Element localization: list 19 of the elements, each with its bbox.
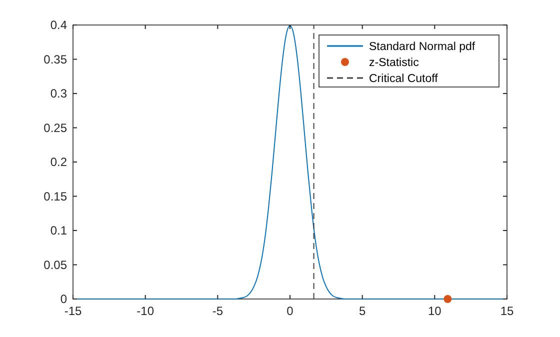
x-tick-label: 5 [358,304,366,318]
y-tick-label: 0 [60,292,68,306]
x-tick-label: 0 [286,304,294,318]
legend-label: Standard Normal pdf [369,41,476,53]
y-tick-label: 0.25 [44,120,68,135]
legend-label: z-Statistic [369,57,420,69]
x-tick-label: -10 [136,304,154,318]
y-tick-label: 0.3 [50,86,68,100]
y-tick-label: 0.4 [50,18,68,32]
legend-label: Critical Cutoff [369,73,439,85]
x-tick-label: 10 [428,304,442,318]
x-tick-label: -15 [64,304,82,318]
y-tick-label: 0.35 [44,52,68,66]
x-tick-label: 15 [500,304,514,318]
y-tick-label: 0.15 [44,189,68,204]
y-tick-label: 0.1 [50,224,68,238]
y-tick-label: 0.05 [44,258,68,272]
x-tick-label: -5 [212,304,224,318]
y-tick-label: 0.2 [50,155,68,169]
